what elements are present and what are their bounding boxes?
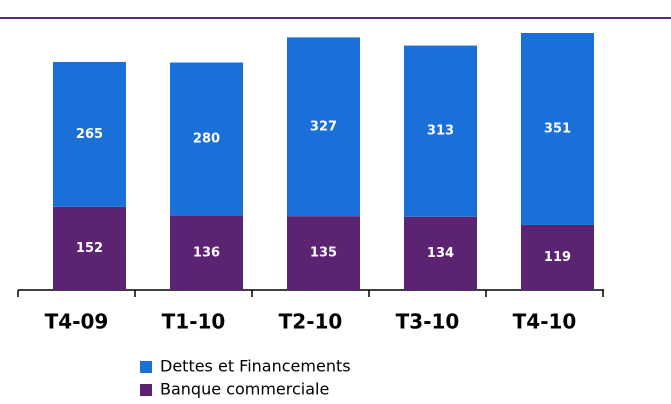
x-tick-label: T3-10 [396, 310, 460, 334]
data-label: 152 [76, 241, 103, 256]
legend-swatch [140, 384, 152, 396]
data-label: 351 [544, 121, 571, 136]
data-label: 135 [310, 246, 337, 261]
bar-segment [170, 215, 243, 290]
bar-segment [53, 206, 126, 290]
bar-segment [521, 33, 594, 225]
bar-segment [404, 45, 477, 217]
data-label: 327 [310, 119, 337, 134]
data-label: 119 [544, 250, 571, 265]
x-tick-label: T4-09 [45, 310, 109, 334]
data-label: 136 [193, 245, 220, 260]
bar-segment [287, 216, 360, 290]
x-tick-label: T4-10 [513, 310, 577, 334]
legend-label: Dettes et Financements [160, 357, 351, 376]
x-tick-label: T2-10 [279, 310, 343, 334]
bar-segment [170, 62, 243, 216]
bar-segment [53, 61, 126, 207]
bar-segment [404, 216, 477, 290]
x-tick-label: T1-10 [162, 310, 226, 334]
data-label: 313 [427, 124, 454, 139]
data-label: 134 [427, 246, 454, 261]
data-label: 265 [76, 127, 103, 142]
data-label: 280 [193, 132, 220, 147]
bar-segment [521, 224, 594, 290]
legend-label: Banque commerciale [160, 380, 329, 399]
legend-swatch [140, 361, 152, 373]
bar-segment [287, 37, 360, 217]
